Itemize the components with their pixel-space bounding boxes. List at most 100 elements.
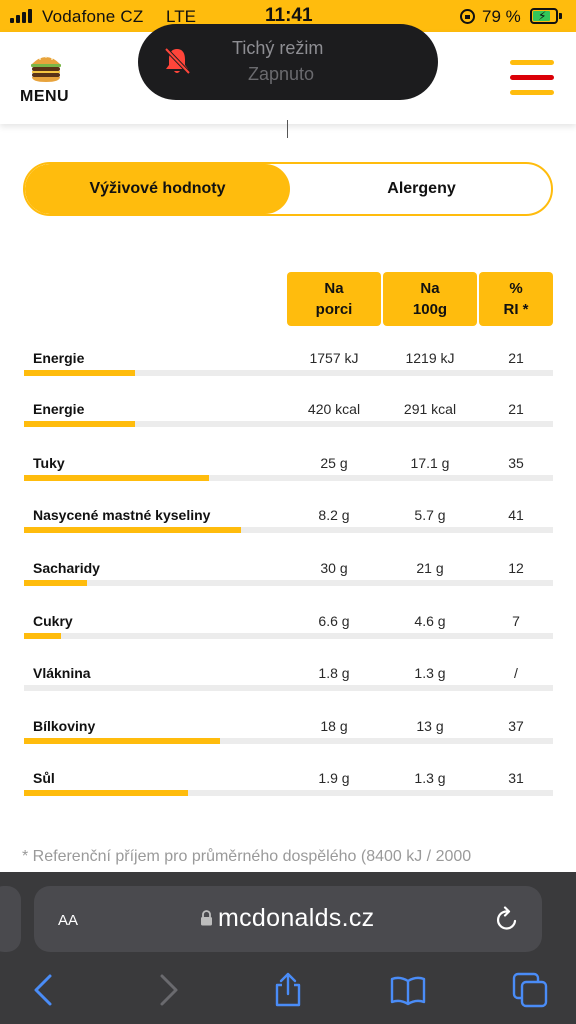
ri-bar-track: [24, 580, 553, 586]
reload-icon[interactable]: [494, 905, 520, 933]
nutrient-name: Cukry: [33, 613, 73, 629]
value-per-portion: 18 g: [320, 718, 348, 734]
nutrient-name: Sacharidy: [33, 560, 100, 576]
value-per-portion: 25 g: [320, 455, 348, 471]
nutrient-name: Vláknina: [33, 665, 91, 681]
charging-bolt-icon: ⚡: [538, 9, 547, 23]
share-icon[interactable]: [270, 972, 306, 1008]
network-type: LTE: [166, 7, 196, 26]
value-per-100g: 13 g: [416, 718, 444, 734]
value-per-portion: 1757 kJ: [309, 350, 359, 366]
nutrient-name: Tuky: [33, 455, 65, 471]
battery-tip: [559, 13, 562, 19]
reference-intake-footnote: * Referenční příjem pro průměrného dospě…: [22, 848, 472, 865]
value-ri: 21: [508, 401, 524, 417]
ri-bar-track: [24, 370, 553, 376]
hamburger-menu-icon[interactable]: [510, 60, 554, 96]
hamburger-line: [510, 60, 554, 65]
nutrient-name: Nasycené mastné kyseliny: [33, 507, 211, 523]
value-per-100g: 5.7 g: [414, 507, 446, 523]
ri-bar-track: [24, 790, 553, 796]
bookmarks-icon[interactable]: [390, 972, 426, 1008]
value-ri: 31: [508, 770, 524, 786]
value-per-portion: 420 kcal: [307, 401, 361, 417]
forward-icon[interactable]: [150, 972, 186, 1008]
url-text[interactable]: mcdonalds.cz: [218, 904, 375, 932]
silent-mode-toast: Tichý režim Zapnuto: [138, 24, 438, 100]
bell-slash-icon: [164, 47, 191, 75]
value-per-100g: 291 kcal: [403, 401, 457, 417]
battery-icon: [530, 8, 558, 24]
table-row: Energie 1757 kJ 1219 kJ 21: [24, 344, 553, 394]
value-per-portion: 30 g: [320, 560, 348, 576]
value-ri: 37: [508, 718, 524, 734]
status-bar: Vodafone CZ LTE 11:41 79 % ⚡: [0, 0, 576, 32]
carrier-name: Vodafone CZ: [42, 7, 144, 26]
value-ri: 21: [508, 350, 524, 366]
column-header-line: Na: [420, 280, 440, 297]
tabs-icon[interactable]: [512, 972, 548, 1008]
value-per-100g: 21 g: [416, 560, 444, 576]
ri-bar-track: [24, 475, 553, 481]
reader-settings-button[interactable]: AA: [58, 905, 78, 931]
toast-title: Tichý režim: [232, 38, 324, 58]
nutrient-name: Energie: [33, 401, 85, 417]
ri-bar-fill: [24, 790, 188, 796]
table-row: Vláknina 1.8 g 1.3 g /: [24, 659, 553, 709]
value-per-portion: 6.6 g: [318, 613, 350, 629]
ri-bar-track: [24, 738, 553, 744]
signal-strength-icon: [10, 9, 32, 23]
value-per-100g: 1219 kJ: [405, 350, 455, 366]
nutrient-name: Bílkoviny: [33, 718, 96, 734]
table-row: Cukry 6.6 g 4.6 g 7: [24, 607, 553, 657]
value-per-100g: 17.1 g: [410, 455, 450, 471]
value-ri: 7: [512, 613, 520, 629]
column-header-line: %: [509, 280, 523, 297]
address-bar[interactable]: AA mcdonalds.cz: [34, 886, 542, 952]
hamburger-line: [510, 75, 554, 80]
ri-bar-fill: [24, 633, 62, 639]
column-header-portion: Na porci: [287, 272, 381, 326]
ri-bar-track: [24, 685, 553, 691]
ri-bar-fill: [24, 738, 220, 744]
orientation-lock-icon: [460, 9, 475, 24]
safari-bottom-bar: AA mcdonalds.cz: [0, 872, 576, 1024]
ri-bar-track: [24, 527, 553, 533]
column-header-line: RI *: [503, 301, 529, 318]
nutrient-name: Energie: [33, 350, 85, 366]
ri-bar-track: [24, 633, 553, 639]
previous-tab-card[interactable]: [0, 886, 21, 952]
battery-percentage: 79 %: [482, 7, 521, 26]
status-time: 11:41: [265, 5, 313, 26]
burger-icon[interactable]: [28, 50, 64, 86]
back-icon[interactable]: [26, 972, 62, 1008]
tab-allergens[interactable]: Alergeny: [387, 180, 456, 197]
text-cursor: [287, 120, 288, 138]
nutrition-tabs: Výživové hodnoty Alergeny: [23, 162, 553, 216]
value-per-portion: 1.9 g: [318, 770, 350, 786]
value-per-100g: 1.3 g: [414, 770, 446, 786]
ri-bar-fill: [24, 370, 136, 376]
ri-bar-fill: [24, 580, 88, 586]
value-ri: 41: [508, 507, 524, 523]
column-header-line: Na: [324, 280, 344, 297]
column-header-line: porci: [315, 301, 353, 318]
table-row: Nasycené mastné kyseliny 8.2 g 5.7 g 41: [24, 501, 553, 551]
menu-label[interactable]: MENU: [20, 88, 70, 105]
ri-bar-fill: [24, 421, 136, 427]
value-per-100g: 1.3 g: [414, 665, 446, 681]
table-row: Energie 420 kcal 291 kcal 21: [24, 395, 553, 445]
tab-nutrition-values[interactable]: Výživové hodnoty: [25, 164, 290, 214]
toast-subtitle: Zapnuto: [248, 64, 315, 84]
value-ri: 35: [508, 455, 524, 471]
battery-level: [533, 11, 551, 21]
column-header-per100g: Na 100g: [383, 272, 477, 326]
ri-bar-track: [24, 421, 553, 427]
table-row: Tuky 25 g 17.1 g 35: [24, 449, 553, 499]
padlock-icon: [201, 910, 212, 926]
value-per-portion: 1.8 g: [318, 665, 350, 681]
ri-bar-fill: [24, 475, 210, 481]
table-row: Bílkoviny 18 g 13 g 37: [24, 712, 553, 762]
value-per-100g: 4.6 g: [414, 613, 446, 629]
column-header-line: 100g: [412, 301, 448, 318]
